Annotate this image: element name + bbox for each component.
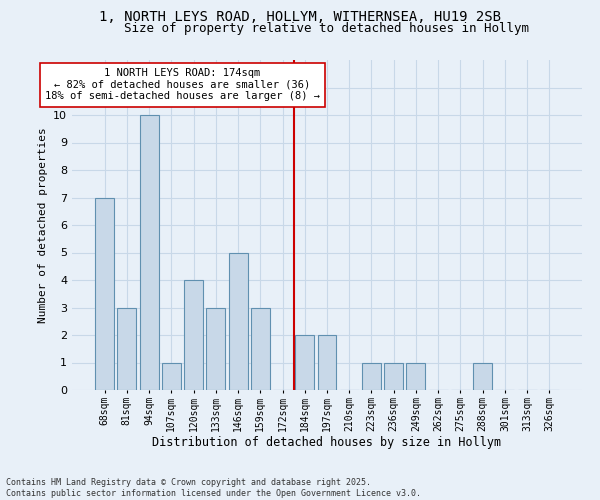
Bar (206, 308, 225, 390)
Bar (473, 362, 492, 390)
Bar (140, 115, 158, 390)
Bar (362, 362, 381, 390)
Bar (118, 308, 136, 390)
Text: 1, NORTH LEYS ROAD, HOLLYM, WITHERNSEA, HU19 2SB: 1, NORTH LEYS ROAD, HOLLYM, WITHERNSEA, … (99, 10, 501, 24)
Bar (251, 308, 270, 390)
Bar (406, 362, 425, 390)
Text: Contains HM Land Registry data © Crown copyright and database right 2025.
Contai: Contains HM Land Registry data © Crown c… (6, 478, 421, 498)
Bar (295, 335, 314, 390)
Title: Size of property relative to detached houses in Hollym: Size of property relative to detached ho… (125, 22, 530, 35)
Bar (162, 362, 181, 390)
Bar (229, 252, 248, 390)
Bar (384, 362, 403, 390)
Text: 1 NORTH LEYS ROAD: 174sqm
← 82% of detached houses are smaller (36)
18% of semi-: 1 NORTH LEYS ROAD: 174sqm ← 82% of detac… (45, 68, 320, 102)
Bar (95, 198, 114, 390)
Y-axis label: Number of detached properties: Number of detached properties (38, 127, 47, 323)
X-axis label: Distribution of detached houses by size in Hollym: Distribution of detached houses by size … (152, 436, 502, 450)
Bar (184, 280, 203, 390)
Bar (317, 335, 337, 390)
